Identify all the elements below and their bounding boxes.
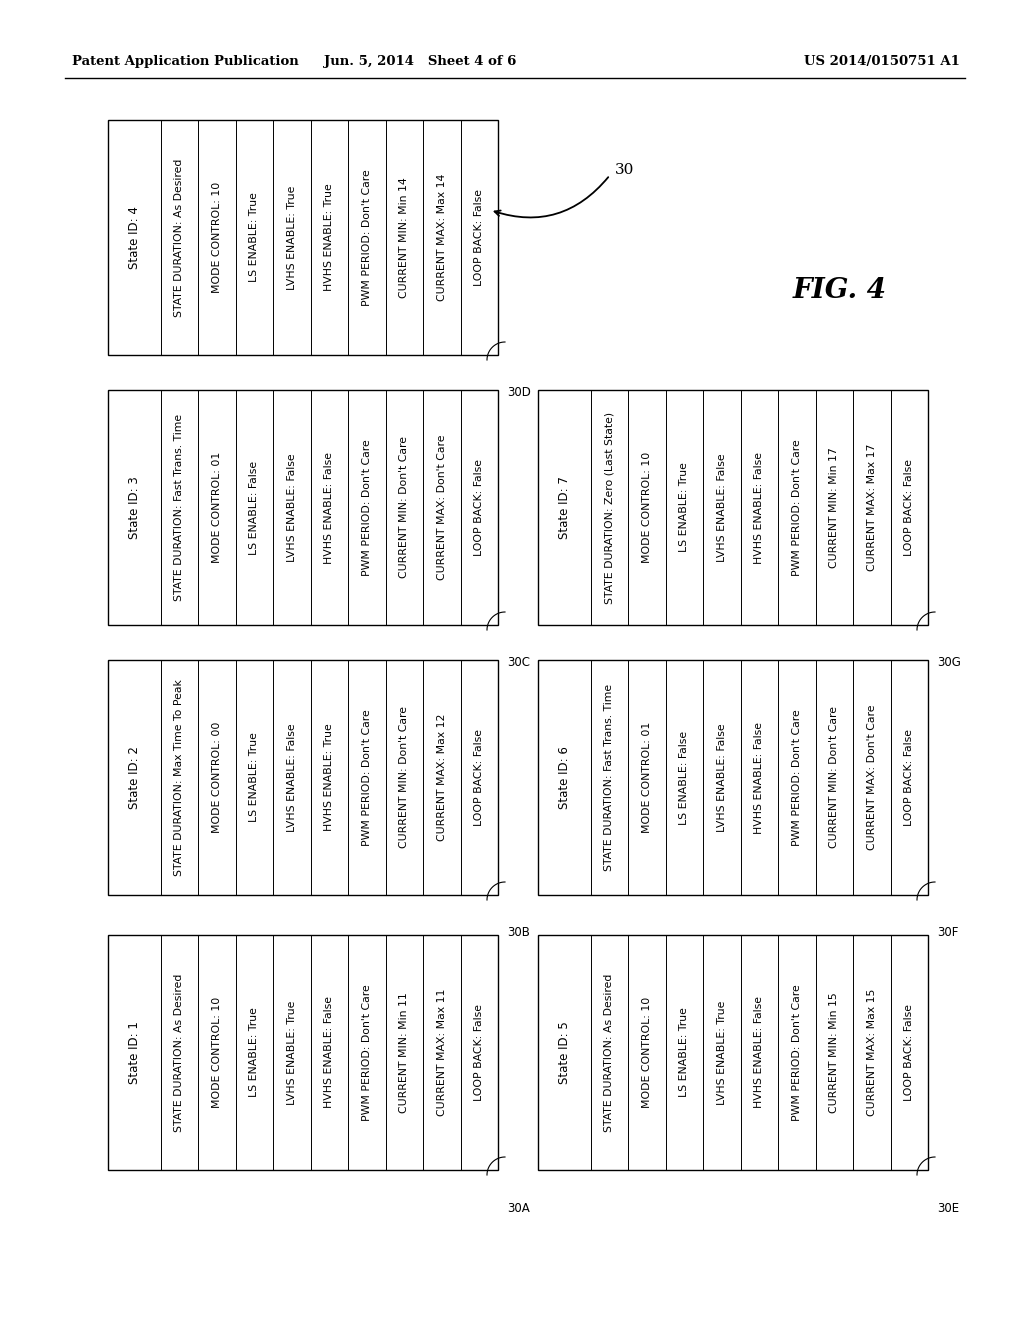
Text: PWM PERIOD: Don't Care: PWM PERIOD: Don't Care xyxy=(361,709,372,846)
Text: 30A: 30A xyxy=(507,1201,529,1214)
Text: LOOP BACK: False: LOOP BACK: False xyxy=(474,729,484,826)
Text: PWM PERIOD: Don't Care: PWM PERIOD: Don't Care xyxy=(361,440,372,576)
Text: CURRENT MAX: Max 15: CURRENT MAX: Max 15 xyxy=(866,989,877,1117)
Text: STATE DURATION: As Desired: STATE DURATION: As Desired xyxy=(604,973,614,1131)
Text: CURRENT MIN: Don't Care: CURRENT MIN: Don't Care xyxy=(399,706,410,849)
Text: LVHS ENABLE: False: LVHS ENABLE: False xyxy=(287,453,297,562)
Text: STATE DURATION: Max Time To Peak: STATE DURATION: Max Time To Peak xyxy=(174,678,184,876)
Text: CURRENT MAX: Max 14: CURRENT MAX: Max 14 xyxy=(437,174,446,301)
Text: LS ENABLE: True: LS ENABLE: True xyxy=(679,462,689,553)
Text: MODE CONTROL: 10: MODE CONTROL: 10 xyxy=(212,182,222,293)
Text: HVHS ENABLE: False: HVHS ENABLE: False xyxy=(325,997,334,1109)
Text: PWM PERIOD: Don't Care: PWM PERIOD: Don't Care xyxy=(361,169,372,306)
Text: State ID: 2: State ID: 2 xyxy=(128,746,141,809)
Text: LOOP BACK: False: LOOP BACK: False xyxy=(904,729,914,826)
Text: HVHS ENABLE: False: HVHS ENABLE: False xyxy=(755,997,764,1109)
Text: Jun. 5, 2014   Sheet 4 of 6: Jun. 5, 2014 Sheet 4 of 6 xyxy=(324,55,516,69)
Text: CURRENT MAX: Don't Care: CURRENT MAX: Don't Care xyxy=(437,434,446,581)
Text: State ID: 7: State ID: 7 xyxy=(558,477,570,539)
Text: HVHS ENABLE: False: HVHS ENABLE: False xyxy=(755,722,764,833)
Text: MODE CONTROL: 01: MODE CONTROL: 01 xyxy=(212,451,222,564)
Text: 30F: 30F xyxy=(937,927,958,940)
Text: MODE CONTROL: 01: MODE CONTROL: 01 xyxy=(642,722,652,833)
Text: STATE DURATION: Fast Trans. Time: STATE DURATION: Fast Trans. Time xyxy=(604,684,614,871)
Text: LS ENABLE: True: LS ENABLE: True xyxy=(250,1007,259,1097)
Text: LVHS ENABLE: False: LVHS ENABLE: False xyxy=(717,453,727,562)
Text: LOOP BACK: False: LOOP BACK: False xyxy=(474,1005,484,1101)
Text: US 2014/0150751 A1: US 2014/0150751 A1 xyxy=(804,55,961,69)
Text: LOOP BACK: False: LOOP BACK: False xyxy=(904,1005,914,1101)
Text: STATE DURATION: As Desired: STATE DURATION: As Desired xyxy=(174,158,184,317)
Text: 30E: 30E xyxy=(937,1201,959,1214)
Text: LVHS ENABLE: True: LVHS ENABLE: True xyxy=(287,1001,297,1105)
Text: CURRENT MAX: Max 12: CURRENT MAX: Max 12 xyxy=(437,714,446,841)
Text: CURRENT MIN: Min 15: CURRENT MIN: Min 15 xyxy=(829,993,840,1113)
Bar xyxy=(108,935,498,1170)
Text: LOOP BACK: False: LOOP BACK: False xyxy=(474,459,484,556)
Text: CURRENT MAX: Max 17: CURRENT MAX: Max 17 xyxy=(866,444,877,572)
Text: LVHS ENABLE: False: LVHS ENABLE: False xyxy=(717,723,727,832)
Text: MODE CONTROL: 10: MODE CONTROL: 10 xyxy=(642,997,652,1107)
Text: State ID: 1: State ID: 1 xyxy=(128,1022,141,1084)
Text: LS ENABLE: True: LS ENABLE: True xyxy=(250,733,259,822)
Text: HVHS ENABLE: False: HVHS ENABLE: False xyxy=(325,451,334,564)
Text: Patent Application Publication: Patent Application Publication xyxy=(72,55,299,69)
Text: State ID: 6: State ID: 6 xyxy=(558,746,570,809)
Text: 30D: 30D xyxy=(507,387,530,400)
Text: CURRENT MIN: Don't Care: CURRENT MIN: Don't Care xyxy=(399,437,410,578)
Text: HVHS ENABLE: True: HVHS ENABLE: True xyxy=(325,183,334,292)
Text: CURRENT MAX: Don't Care: CURRENT MAX: Don't Care xyxy=(866,705,877,850)
Bar xyxy=(108,660,498,895)
Text: State ID: 5: State ID: 5 xyxy=(558,1022,570,1084)
Text: CURRENT MIN: Min 14: CURRENT MIN: Min 14 xyxy=(399,177,410,298)
Text: 30: 30 xyxy=(615,162,635,177)
Text: PWM PERIOD: Don't Care: PWM PERIOD: Don't Care xyxy=(361,985,372,1121)
Text: LS ENABLE: False: LS ENABLE: False xyxy=(250,461,259,554)
Bar xyxy=(108,389,498,624)
Text: LS ENABLE: True: LS ENABLE: True xyxy=(679,1007,689,1097)
Bar xyxy=(108,120,498,355)
Text: 30G: 30G xyxy=(937,656,961,669)
Text: LS ENABLE: False: LS ENABLE: False xyxy=(679,730,689,825)
Text: HVHS ENABLE: False: HVHS ENABLE: False xyxy=(755,451,764,564)
Text: MODE CONTROL: 10: MODE CONTROL: 10 xyxy=(212,997,222,1107)
Text: LVHS ENABLE: True: LVHS ENABLE: True xyxy=(717,1001,727,1105)
Text: PWM PERIOD: Don't Care: PWM PERIOD: Don't Care xyxy=(792,709,802,846)
Text: CURRENT MIN: Min 11: CURRENT MIN: Min 11 xyxy=(399,993,410,1113)
Bar xyxy=(538,660,928,895)
Text: MODE CONTROL: 10: MODE CONTROL: 10 xyxy=(642,451,652,564)
Text: State ID: 3: State ID: 3 xyxy=(128,477,141,539)
Bar xyxy=(538,389,928,624)
Text: STATE DURATION: Zero (Last State): STATE DURATION: Zero (Last State) xyxy=(604,412,614,603)
Text: LOOP BACK: False: LOOP BACK: False xyxy=(474,189,484,286)
Text: LS ENABLE: True: LS ENABLE: True xyxy=(250,193,259,282)
Text: CURRENT MIN: Don't Care: CURRENT MIN: Don't Care xyxy=(829,706,840,849)
Text: MODE CONTROL: 00: MODE CONTROL: 00 xyxy=(212,722,222,833)
Text: CURRENT MAX: Max 11: CURRENT MAX: Max 11 xyxy=(437,989,446,1117)
Text: PWM PERIOD: Don't Care: PWM PERIOD: Don't Care xyxy=(792,440,802,576)
Text: State ID: 4: State ID: 4 xyxy=(128,206,141,269)
Text: LVHS ENABLE: True: LVHS ENABLE: True xyxy=(287,185,297,289)
Text: 30B: 30B xyxy=(507,927,529,940)
Text: LVHS ENABLE: False: LVHS ENABLE: False xyxy=(287,723,297,832)
Text: STATE DURATION: Fast Trans. Time: STATE DURATION: Fast Trans. Time xyxy=(174,414,184,601)
Text: HVHS ENABLE: True: HVHS ENABLE: True xyxy=(325,723,334,832)
Text: LOOP BACK: False: LOOP BACK: False xyxy=(904,459,914,556)
Text: CURRENT MIN: Min 17: CURRENT MIN: Min 17 xyxy=(829,447,840,568)
Text: 30C: 30C xyxy=(507,656,530,669)
Text: STATE DURATION: As Desired: STATE DURATION: As Desired xyxy=(174,973,184,1131)
Text: PWM PERIOD: Don't Care: PWM PERIOD: Don't Care xyxy=(792,985,802,1121)
Bar xyxy=(538,935,928,1170)
Text: FIG. 4: FIG. 4 xyxy=(793,276,887,304)
